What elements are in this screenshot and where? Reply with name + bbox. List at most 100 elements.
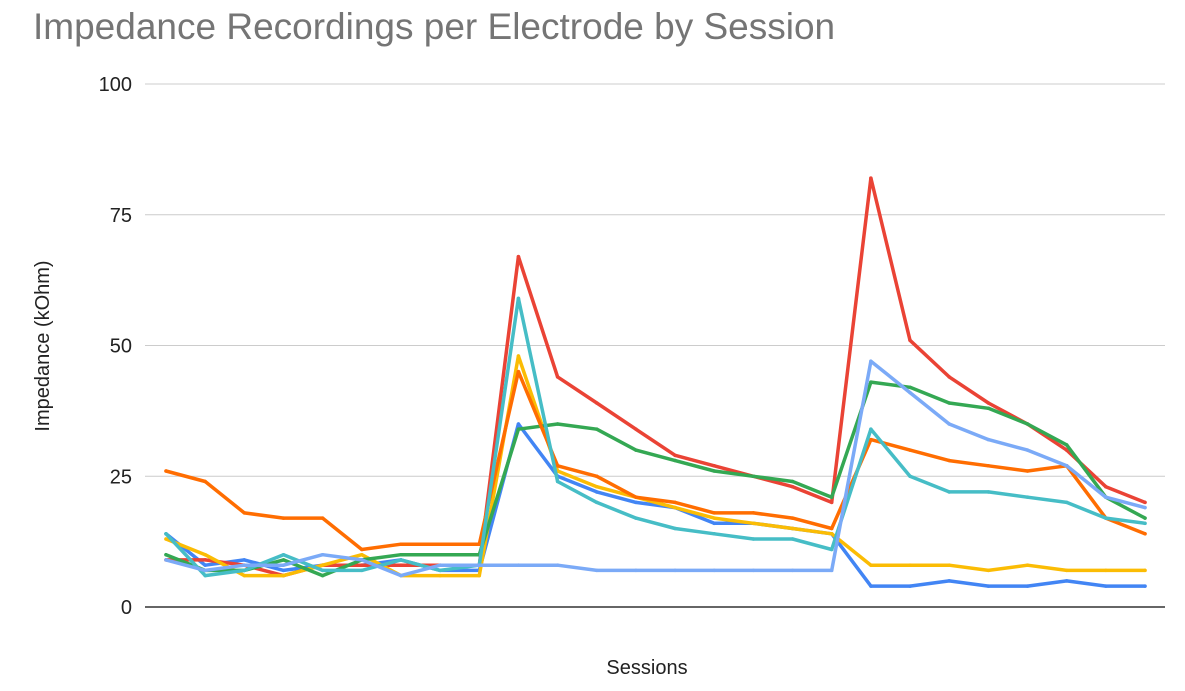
- data-point: [203, 552, 207, 557]
- gridlines: [145, 83, 1165, 608]
- data-point: [869, 437, 873, 442]
- data-point: [516, 369, 521, 374]
- series-1: [164, 422, 1147, 588]
- data-point: [712, 516, 716, 520]
- data-point: [712, 469, 716, 473]
- data-point: [908, 390, 912, 395]
- data-point: [555, 422, 560, 426]
- data-point: [1064, 579, 1069, 583]
- data-point: [281, 568, 286, 573]
- data-point: [595, 427, 599, 431]
- data-point: [634, 500, 638, 505]
- data-point: [1064, 464, 1069, 468]
- series-line: [164, 359, 1147, 578]
- data-point: [164, 558, 168, 562]
- data-point: [947, 490, 951, 494]
- data-point: [673, 458, 677, 463]
- data-point: [829, 547, 834, 552]
- data-point: [1143, 500, 1147, 505]
- data-point: [673, 453, 677, 458]
- data-point: [360, 547, 364, 552]
- series-line: [164, 369, 1147, 552]
- data-point: [281, 552, 286, 557]
- data-point: [1104, 484, 1108, 489]
- data-point: [751, 511, 756, 515]
- data-point: [790, 479, 795, 484]
- data-point: [908, 338, 912, 343]
- data-point: [203, 479, 207, 484]
- data-point: [634, 568, 638, 573]
- data-point: [790, 526, 795, 531]
- data-point: [673, 505, 677, 510]
- data-point: [1104, 495, 1108, 499]
- data-point: [1104, 516, 1108, 520]
- data-point: [986, 437, 991, 442]
- data-point: [477, 563, 482, 567]
- data-point: [555, 464, 560, 468]
- data-point: [1104, 568, 1108, 573]
- data-point: [673, 568, 677, 573]
- data-point: [477, 573, 482, 578]
- data-point: [438, 552, 442, 557]
- data-point: [320, 573, 325, 578]
- series-lines: [164, 176, 1147, 588]
- data-point: [986, 584, 991, 588]
- y-tick-label: 25: [110, 466, 132, 488]
- data-point: [516, 563, 521, 567]
- data-point: [1104, 584, 1108, 588]
- data-point: [555, 375, 560, 379]
- data-point: [869, 427, 873, 431]
- data-point: [1025, 448, 1030, 452]
- data-point: [516, 254, 521, 259]
- data-point: [360, 558, 364, 562]
- data-point: [516, 427, 521, 431]
- data-point: [829, 532, 834, 536]
- data-point: [1143, 521, 1147, 526]
- data-point: [751, 537, 756, 541]
- data-point: [829, 526, 834, 531]
- data-point: [438, 568, 442, 573]
- data-point: [1143, 505, 1147, 510]
- data-point: [438, 542, 442, 546]
- data-point: [829, 495, 834, 499]
- data-point: [790, 568, 795, 573]
- data-point: [634, 448, 638, 452]
- data-point: [595, 500, 599, 505]
- data-point: [203, 568, 207, 573]
- data-point: [947, 579, 951, 583]
- series-line: [164, 296, 1147, 578]
- data-point: [477, 542, 482, 546]
- y-tick-label: 100: [99, 74, 132, 96]
- data-point: [595, 474, 599, 478]
- data-point: [947, 458, 951, 463]
- data-point: [399, 563, 403, 567]
- data-point: [516, 422, 521, 426]
- data-point: [634, 495, 638, 499]
- data-point: [242, 568, 247, 573]
- data-point: [320, 516, 325, 520]
- data-point: [242, 573, 247, 578]
- data-point: [1143, 516, 1147, 520]
- y-tick-label: 50: [110, 336, 132, 358]
- data-point: [908, 563, 912, 567]
- data-point: [320, 568, 325, 573]
- data-point: [242, 563, 247, 567]
- data-point: [1143, 532, 1147, 536]
- data-point: [281, 558, 286, 562]
- data-point: [164, 532, 168, 536]
- data-point: [399, 552, 403, 557]
- data-point: [164, 537, 168, 541]
- data-point: [516, 354, 521, 358]
- data-point: [320, 563, 325, 567]
- series-6: [164, 296, 1147, 578]
- data-point: [399, 558, 403, 562]
- data-point: [790, 537, 795, 541]
- data-point: [712, 532, 716, 536]
- data-point: [869, 563, 873, 567]
- data-point: [242, 511, 247, 515]
- data-point: [595, 484, 599, 489]
- data-point: [947, 422, 951, 426]
- data-point: [1064, 448, 1069, 452]
- data-point: [555, 479, 560, 484]
